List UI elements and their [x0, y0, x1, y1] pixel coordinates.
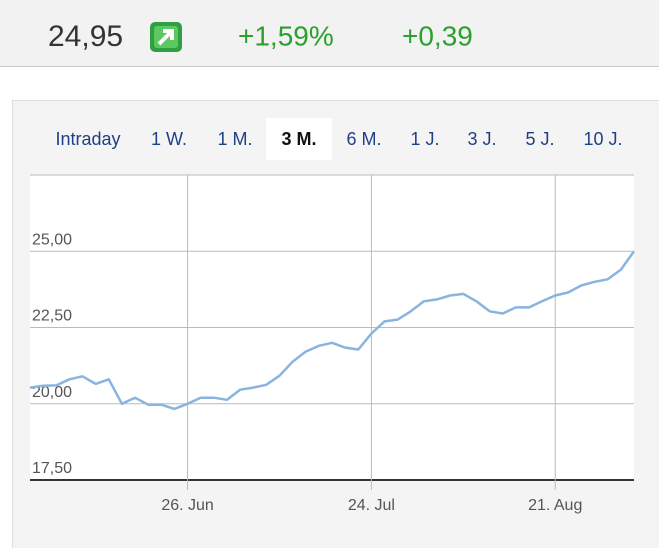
y-tick-label: 22,50 [32, 308, 72, 325]
change: +0,39 [402, 20, 473, 51]
tab[interactable]: 6 M. [346, 129, 381, 149]
y-tick-label: 17,50 [32, 460, 72, 477]
tab[interactable]: 1 W. [151, 129, 187, 149]
tab[interactable]: Intraday [55, 129, 120, 149]
tab[interactable]: 3 M. [281, 129, 316, 149]
y-tick-label: 25,00 [32, 231, 72, 248]
tab[interactable]: 3 J. [467, 129, 496, 149]
x-tick-label: 26. Jun [161, 497, 213, 514]
tab[interactable]: 5 J. [525, 129, 554, 149]
tab[interactable]: 1 M. [217, 129, 252, 149]
x-tick-label: 21. Aug [528, 497, 582, 514]
change-percent: +1,59% [238, 20, 334, 51]
tab[interactable]: 1 J. [410, 129, 439, 149]
up-arrow-icon [150, 22, 182, 52]
tab[interactable]: 10 J. [583, 129, 622, 149]
x-tick-label: 24. Jul [348, 497, 395, 514]
price: 24,95 [48, 20, 123, 53]
